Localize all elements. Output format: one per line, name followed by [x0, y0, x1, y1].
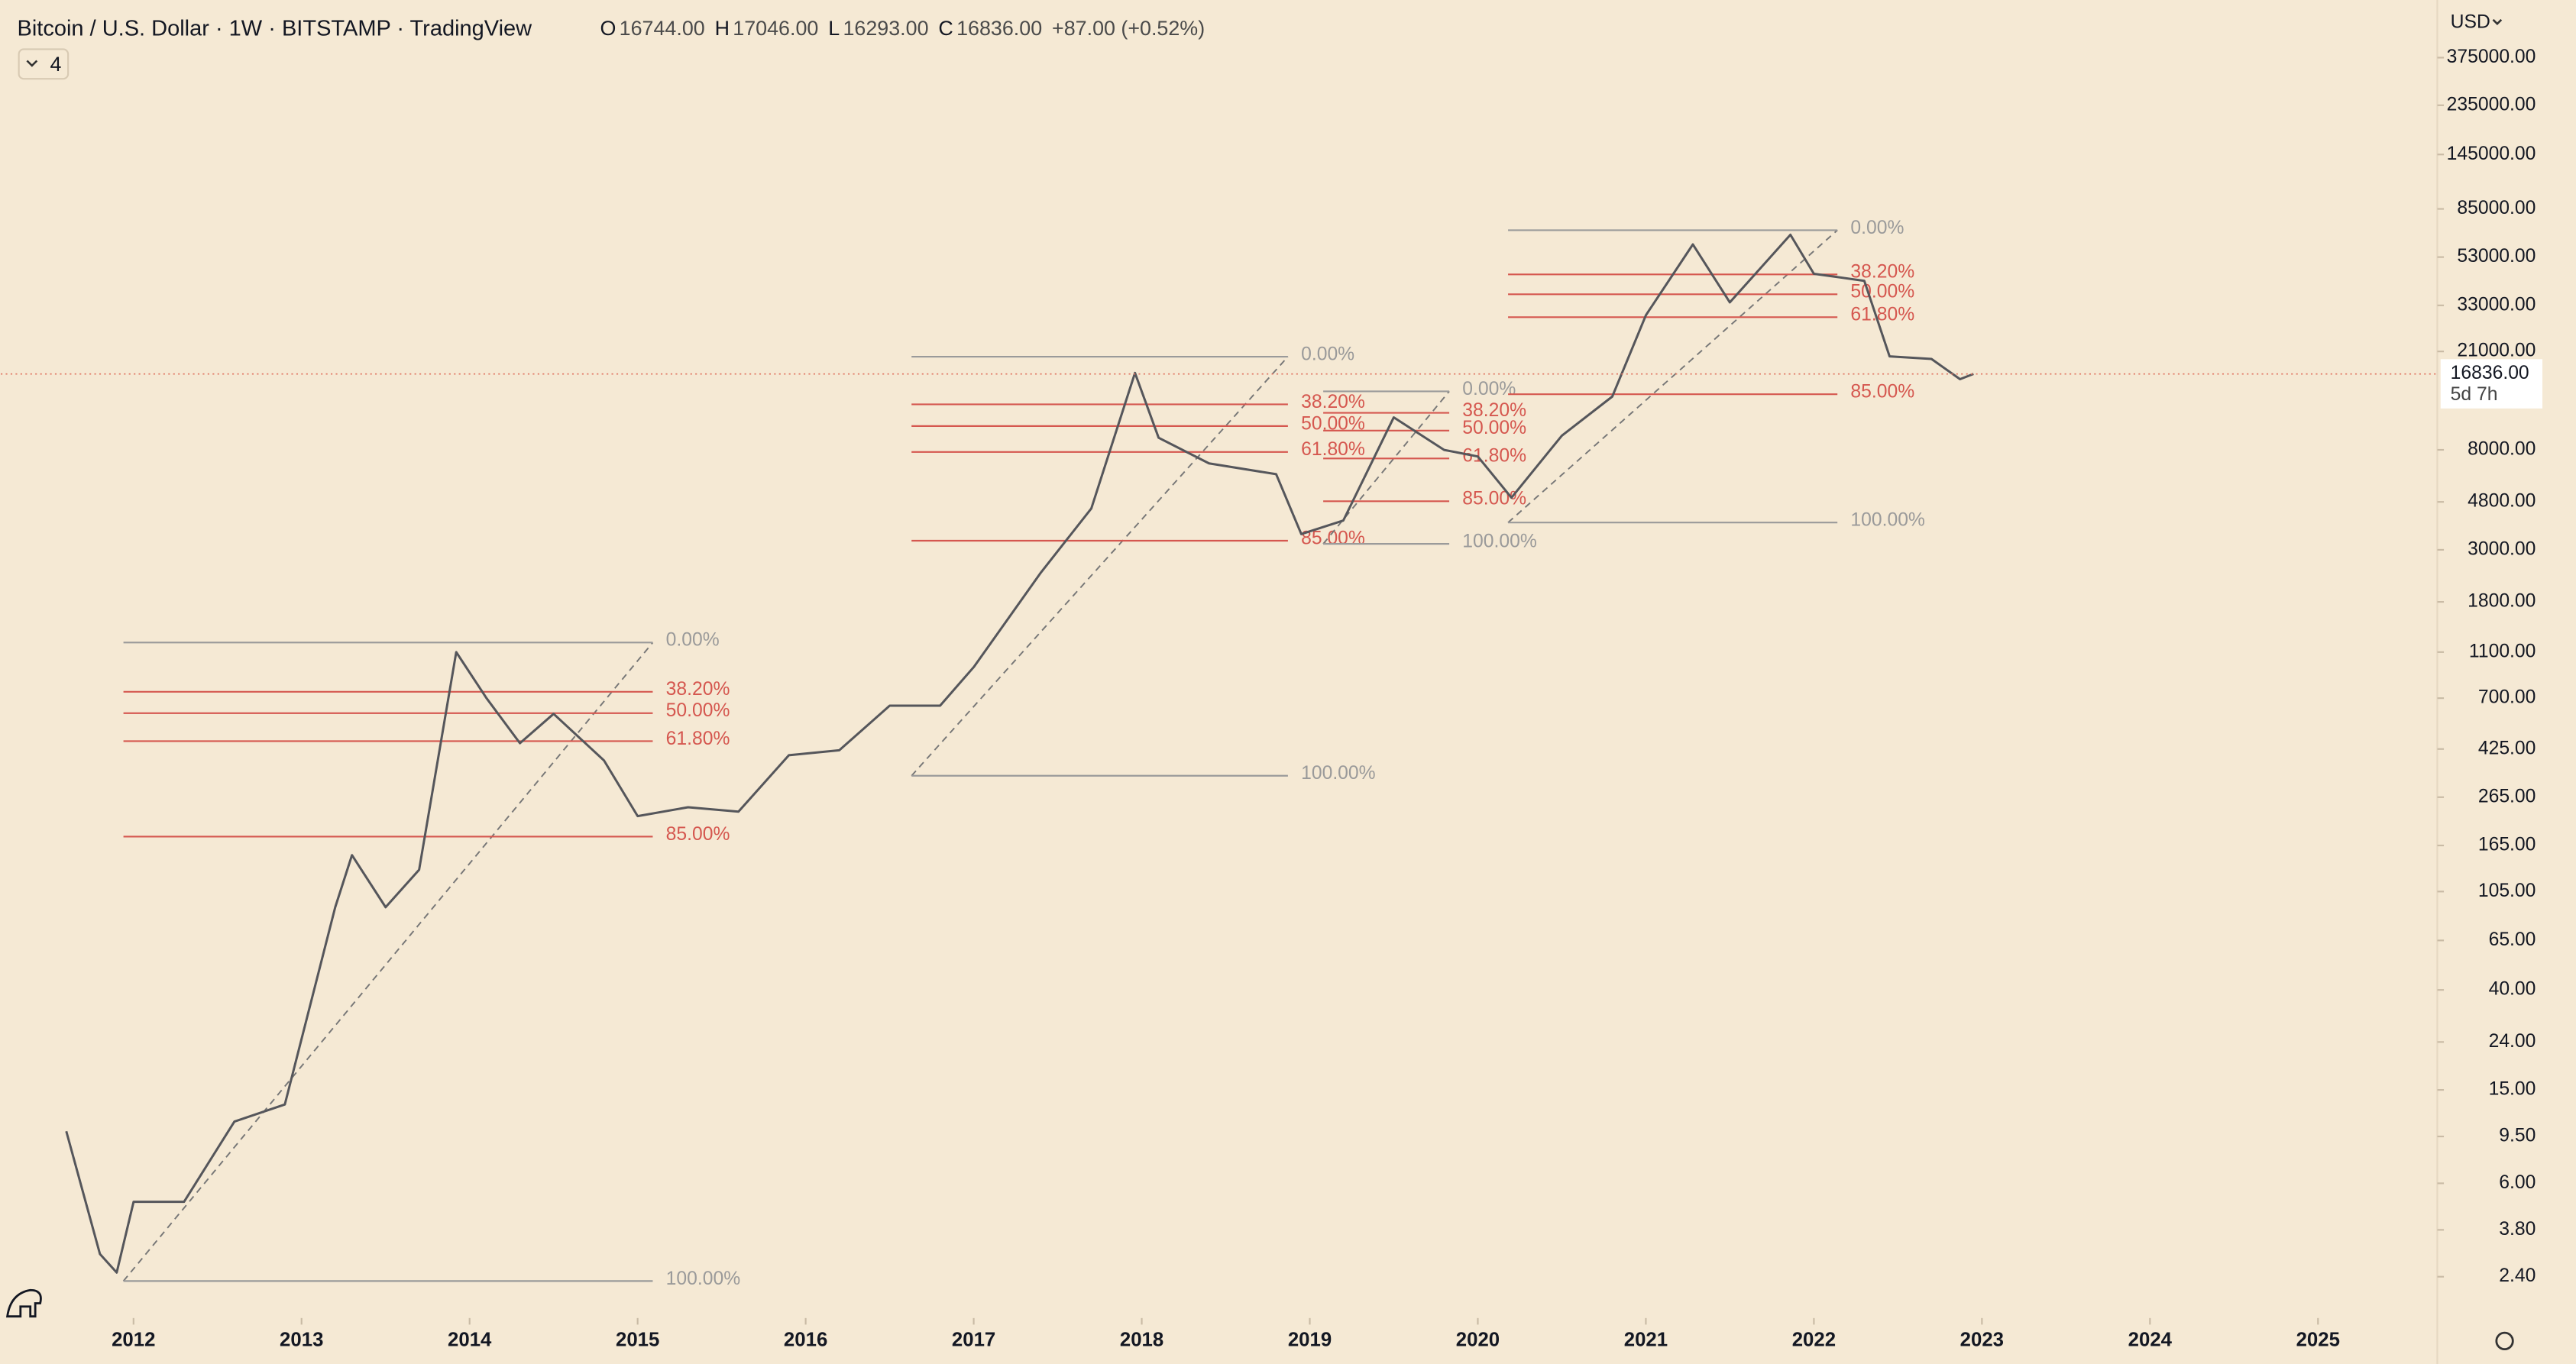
y-tick-label: 85000.00 [2457, 198, 2536, 218]
logo [5, 1288, 42, 1318]
fib-label: 50.00% [1462, 418, 1526, 438]
ohlc-value: 17046.00 [733, 17, 818, 40]
x-tick-label: 2022 [1792, 1330, 1836, 1351]
fib-label: 0.00% [666, 630, 720, 651]
x-tick-label: 2014 [448, 1330, 492, 1351]
x-tick-label: 2025 [2296, 1330, 2340, 1351]
ohlc-key: C [938, 17, 953, 40]
fib-label: 100.00% [1850, 510, 1925, 531]
y-tick-label: 9.50 [2499, 1126, 2536, 1146]
fib-label: 100.00% [1462, 532, 1537, 552]
x-tick-label: 2019 [1288, 1330, 1332, 1351]
fib-label: 38.20% [1462, 400, 1526, 421]
y-tick-label: 53000.00 [2457, 246, 2536, 267]
y-tick-label: 265.00 [2478, 786, 2536, 806]
fib-trend-line [1322, 390, 1450, 545]
y-tick-label: 3000.00 [2468, 538, 2536, 559]
fib-label: 38.20% [1850, 262, 1914, 283]
header: Bitcoin / U.S. Dollar · 1W · BITSTAMP · … [18, 12, 2503, 80]
fib-label: 0.00% [1301, 344, 1354, 364]
fib-label: 38.20% [1301, 392, 1365, 412]
fib-label: 100.00% [666, 1269, 741, 1289]
fib-label: 61.80% [1301, 439, 1365, 460]
y-tick-label: 145000.00 [2447, 144, 2536, 164]
y-tick-label: 375000.00 [2447, 47, 2536, 67]
y-tick-label: 2.40 [2499, 1265, 2536, 1286]
y-tick-label: 24.00 [2489, 1031, 2536, 1052]
fib-label: 61.80% [666, 729, 730, 749]
x-tick-label: 2016 [784, 1330, 827, 1351]
ohlc-value: 16744.00 [620, 17, 705, 40]
last-price-label: 16836.00 [2451, 363, 2529, 383]
last-price-box [2440, 359, 2543, 409]
y-tick-label: 15.00 [2489, 1079, 2536, 1100]
ohlc-value: 16836.00 [956, 17, 1042, 40]
y-tick-label: 21000.00 [2457, 341, 2536, 361]
fib-trend-line [122, 642, 654, 1282]
y-tick-label: 33000.00 [2457, 294, 2536, 315]
currency-chevron [2492, 18, 2503, 25]
ohlc-key: L [828, 17, 840, 40]
fib-trend-line [1507, 229, 1838, 523]
fib-label: 0.00% [1850, 218, 1904, 238]
y-tick-label: 1800.00 [2468, 591, 2536, 612]
y-tick-label: 1100.00 [2469, 641, 2536, 661]
fib-label: 50.00% [1850, 282, 1914, 302]
y-tick-label: 235000.00 [2447, 94, 2536, 115]
currency[interactable]: USD [2451, 12, 2490, 33]
indicator-toggle[interactable] [18, 48, 70, 80]
fib-label: 61.80% [1850, 305, 1914, 325]
y-tick-label: 165.00 [2478, 835, 2536, 855]
fib-label: 100.00% [1301, 763, 1376, 784]
fib-label: 38.20% [666, 679, 730, 700]
x-tick-label: 2021 [1624, 1330, 1668, 1351]
fib-label: 0.00% [1462, 379, 1516, 399]
y-tick-label: 3.80 [2499, 1219, 2536, 1240]
chevron [26, 60, 38, 67]
fib-label: 50.00% [666, 700, 730, 721]
x-tick-label: 2020 [1456, 1330, 1500, 1351]
symbol-title: Bitcoin / U.S. Dollar · 1W · BITSTAMP · … [18, 16, 533, 40]
x-tick-label: 2024 [2128, 1330, 2173, 1351]
x-tick-label: 2015 [616, 1330, 659, 1351]
y-tick-label: 8000.00 [2468, 439, 2536, 460]
y-tick-label: 105.00 [2478, 881, 2536, 901]
y-tick-label: 425.00 [2478, 738, 2536, 758]
y-tick-label: 700.00 [2478, 687, 2536, 708]
ohlc-value: 16293.00 [843, 17, 928, 40]
ohlc: O 16744.00 H 17046.00 L 16293.00 C 16836.00 +87.… [600, 17, 1205, 40]
ohlc-key: H [715, 17, 730, 40]
fib-trend-line [911, 356, 1289, 777]
y-tick-label: 6.00 [2499, 1172, 2536, 1193]
countdown: 5d 7h [2451, 384, 2498, 405]
x-tick-label: 2023 [1960, 1330, 2004, 1351]
settings-icon[interactable] [2495, 1331, 2514, 1351]
x-tick-label: 2013 [280, 1330, 323, 1351]
price-line [65, 233, 1974, 1274]
y-tick-label: 4800.00 [2468, 491, 2536, 512]
change: +87.00 (+0.52%) [1052, 17, 1205, 40]
x-tick-label: 2017 [952, 1330, 995, 1351]
ohlc-key: O [600, 17, 616, 40]
y-tick-label: 65.00 [2489, 929, 2536, 950]
fib-label: 85.00% [666, 824, 730, 845]
indicator-count[interactable]: 4 [50, 53, 61, 76]
x-tick-label: 2018 [1120, 1330, 1163, 1351]
fib-label: 85.00% [1850, 382, 1914, 402]
y-tick-label: 40.00 [2489, 979, 2536, 1000]
x-tick-label: 2012 [112, 1330, 155, 1351]
